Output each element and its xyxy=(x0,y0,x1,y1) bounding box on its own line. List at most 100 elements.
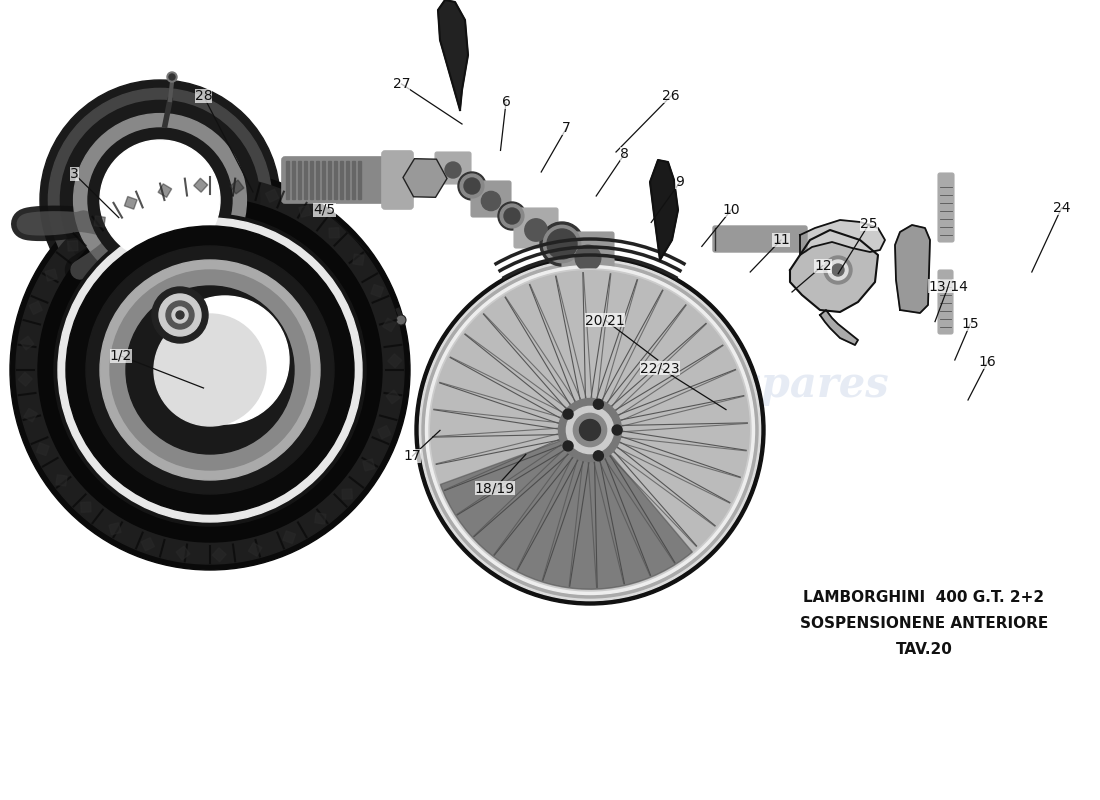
Circle shape xyxy=(58,218,362,522)
Bar xyxy=(292,161,295,199)
Circle shape xyxy=(161,296,289,424)
Text: 12: 12 xyxy=(814,258,832,273)
Circle shape xyxy=(152,287,208,343)
Circle shape xyxy=(618,323,642,347)
Text: 28: 28 xyxy=(195,89,212,103)
Text: 1/2: 1/2 xyxy=(110,349,132,363)
Bar xyxy=(322,161,324,199)
Circle shape xyxy=(446,162,461,178)
Text: 3: 3 xyxy=(70,167,79,182)
Bar xyxy=(346,161,349,199)
Circle shape xyxy=(543,226,581,262)
FancyBboxPatch shape xyxy=(382,151,412,209)
Text: 22/23: 22/23 xyxy=(640,361,680,375)
Circle shape xyxy=(126,286,294,454)
Circle shape xyxy=(166,301,194,329)
Circle shape xyxy=(88,128,232,272)
Bar xyxy=(334,161,337,199)
Circle shape xyxy=(832,264,844,276)
Circle shape xyxy=(474,329,486,341)
Wedge shape xyxy=(440,430,692,590)
Text: 16: 16 xyxy=(979,354,997,369)
Circle shape xyxy=(559,398,621,462)
Bar xyxy=(304,161,307,199)
FancyBboxPatch shape xyxy=(434,152,471,184)
Circle shape xyxy=(415,255,764,605)
Text: TAV.20: TAV.20 xyxy=(895,642,953,657)
Circle shape xyxy=(167,72,177,82)
Polygon shape xyxy=(790,230,878,312)
Circle shape xyxy=(573,414,606,446)
Circle shape xyxy=(490,331,514,355)
Circle shape xyxy=(580,419,601,441)
Circle shape xyxy=(154,314,266,426)
Circle shape xyxy=(575,245,601,270)
Circle shape xyxy=(396,315,406,325)
Circle shape xyxy=(498,202,526,230)
Circle shape xyxy=(828,260,848,280)
Circle shape xyxy=(547,229,578,259)
Circle shape xyxy=(419,259,760,601)
Circle shape xyxy=(40,80,280,320)
Circle shape xyxy=(525,218,547,242)
Circle shape xyxy=(500,204,524,228)
Circle shape xyxy=(431,270,749,590)
Circle shape xyxy=(422,262,758,598)
FancyBboxPatch shape xyxy=(713,226,807,252)
Text: 26: 26 xyxy=(662,89,680,103)
Circle shape xyxy=(54,214,366,526)
Circle shape xyxy=(612,317,648,353)
FancyBboxPatch shape xyxy=(938,173,954,242)
Circle shape xyxy=(495,336,509,350)
Text: 11: 11 xyxy=(772,233,790,247)
Circle shape xyxy=(458,172,486,200)
Circle shape xyxy=(429,269,751,591)
Circle shape xyxy=(504,208,520,224)
Circle shape xyxy=(39,198,382,542)
Circle shape xyxy=(172,307,188,323)
Circle shape xyxy=(612,425,623,435)
FancyBboxPatch shape xyxy=(514,208,558,248)
Text: LAMBORGHINI  400 G.T. 2+2: LAMBORGHINI 400 G.T. 2+2 xyxy=(803,590,1045,605)
Text: eurospares: eurospares xyxy=(151,364,409,406)
Circle shape xyxy=(16,176,404,564)
Circle shape xyxy=(10,170,410,570)
Circle shape xyxy=(460,174,484,198)
Circle shape xyxy=(578,303,621,347)
Text: 24: 24 xyxy=(1053,201,1070,215)
Text: 17: 17 xyxy=(404,449,421,463)
Bar xyxy=(340,161,343,199)
Bar xyxy=(310,161,314,199)
Circle shape xyxy=(169,74,175,80)
Bar xyxy=(352,161,355,199)
Circle shape xyxy=(464,319,496,351)
Polygon shape xyxy=(438,0,468,110)
Circle shape xyxy=(426,266,755,594)
Circle shape xyxy=(624,329,636,341)
Text: 6: 6 xyxy=(502,95,510,110)
Circle shape xyxy=(470,325,490,345)
Polygon shape xyxy=(650,160,678,260)
Circle shape xyxy=(482,191,500,210)
Circle shape xyxy=(86,246,334,494)
Circle shape xyxy=(824,256,852,284)
Bar xyxy=(358,161,361,199)
Circle shape xyxy=(563,409,573,419)
Circle shape xyxy=(60,100,260,300)
Circle shape xyxy=(100,260,320,480)
Polygon shape xyxy=(800,220,886,255)
Circle shape xyxy=(584,309,616,341)
Bar xyxy=(316,161,319,199)
Text: SOSPENSIONENE ANTERIORE: SOSPENSIONENE ANTERIORE xyxy=(800,616,1048,631)
Circle shape xyxy=(593,450,604,461)
FancyBboxPatch shape xyxy=(282,157,393,203)
Text: 9: 9 xyxy=(675,175,684,190)
Circle shape xyxy=(540,222,584,266)
Circle shape xyxy=(74,114,246,286)
Text: 27: 27 xyxy=(393,77,410,91)
Circle shape xyxy=(160,294,201,336)
Bar xyxy=(328,161,331,199)
Circle shape xyxy=(592,317,608,333)
Polygon shape xyxy=(895,225,930,313)
Bar xyxy=(298,161,301,199)
